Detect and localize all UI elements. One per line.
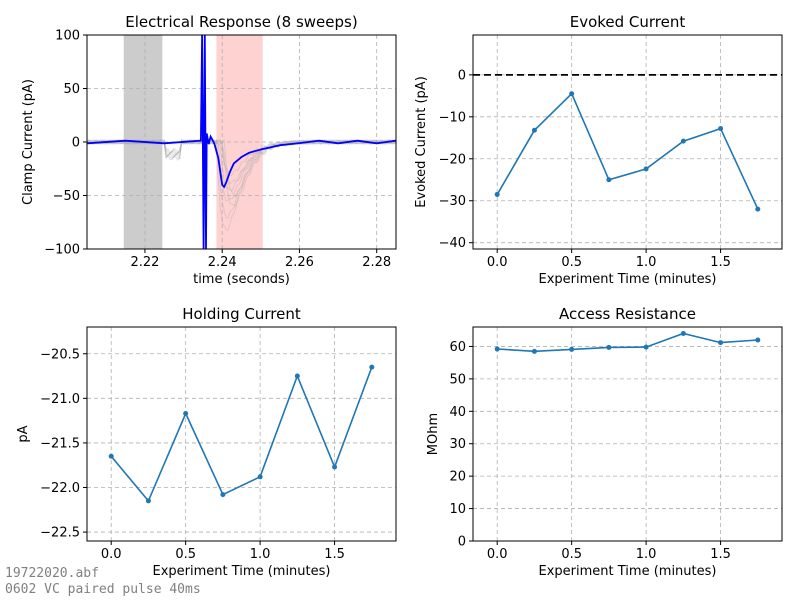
chart-title: Holding Current: [182, 305, 301, 323]
plot-area: [87, 327, 396, 541]
y-tick-label: 50: [63, 82, 80, 97]
y-tick-label: −40: [439, 236, 466, 251]
y-tick-label: 100: [55, 29, 80, 44]
sweep-trace: [87, 138, 396, 231]
data-point: [220, 492, 226, 498]
x-tick-label: 1.5: [710, 547, 731, 562]
y-tick-label: 10: [449, 502, 466, 517]
sweep-trace: [87, 138, 396, 198]
series-line: [497, 332, 758, 353]
y-tick-label: −21.5: [40, 436, 80, 451]
y-tick-label: 50: [449, 372, 466, 387]
plot-area: [473, 327, 782, 541]
panel-evoked-current: 0.0 0.5 1.0 1.5 −40 −30 −20 −10 0 Evoked Current E…: [414, 13, 783, 287]
footer-protocol: 0602 VC paired pulse 40ms: [5, 582, 201, 597]
x-tick-label: 1.5: [710, 255, 731, 270]
x-tick-label: 2.22: [130, 255, 159, 270]
series-line: [110, 366, 373, 503]
y-tick-label: −10: [439, 110, 466, 125]
y-axis-label: Evoked Current (pA): [414, 76, 429, 208]
x-tick-label: 0.5: [175, 547, 196, 562]
y-tick-label: −21.0: [40, 392, 80, 407]
chart-title: Evoked Current: [570, 13, 686, 31]
data-point: [369, 364, 375, 370]
panel-holding-current: 0.0 0.5 1.0 1.5 −22.5 −22.0 −21.5 −21.0 −20.5 Hol…: [16, 305, 397, 579]
x-tick-label: 2.28: [362, 255, 391, 270]
data-point: [108, 453, 114, 459]
y-tick-label: 30: [449, 437, 466, 452]
data-point: [569, 91, 575, 97]
x-tick-label: 1.0: [636, 547, 657, 562]
data-point: [257, 474, 263, 480]
data-point: [755, 206, 761, 212]
y-tick-label: −50: [53, 189, 80, 204]
y-tick-label: −30: [439, 194, 466, 209]
axes-frame: [86, 326, 397, 542]
x-tick-label: 0.0: [487, 255, 508, 270]
y-tick-label: 0: [458, 68, 466, 83]
data-point: [606, 344, 612, 350]
data-point: [531, 127, 537, 133]
y-axis-label: pA: [16, 425, 31, 442]
chart-title: Electrical Response (8 sweeps): [125, 13, 357, 31]
x-axis-label: Experiment Time (minutes): [539, 272, 717, 287]
y-axis-label: Clamp Current (pA): [21, 79, 36, 205]
x-axis-label: Experiment Time (minutes): [539, 564, 717, 579]
sweep-trace: [87, 139, 396, 185]
x-tick-label: 0.0: [487, 547, 508, 562]
average-trace: [87, 35, 396, 249]
data-point: [680, 330, 686, 336]
data-point: [718, 340, 724, 346]
data-point: [643, 344, 649, 350]
x-tick-label: 0.5: [561, 255, 582, 270]
y-tick-label: −20.5: [40, 347, 80, 362]
y-tick-label: 0: [72, 136, 80, 151]
data-point: [531, 348, 537, 354]
plot-area: [87, 35, 396, 249]
data-point: [183, 410, 189, 416]
panel-access-resistance: 0.0 0.5 1.0 1.5 0 10 20 30 40 50 60 Access Resistan…: [426, 305, 783, 579]
axes-frame: [472, 326, 783, 542]
x-tick-label: 2.24: [208, 255, 237, 270]
y-tick-label: 0: [458, 535, 466, 550]
x-tick-label: 0.0: [101, 547, 122, 562]
axes-frame: [472, 34, 783, 250]
x-tick-label: 1.0: [636, 255, 657, 270]
footer-filename: 19722020.abf: [5, 566, 99, 581]
y-tick-label: 60: [449, 340, 466, 355]
y-tick-label: 40: [449, 405, 466, 420]
x-tick-label: 2.26: [285, 255, 314, 270]
y-tick-label: −20: [439, 152, 466, 167]
y-tick-label: 20: [449, 470, 466, 485]
data-point: [606, 177, 612, 183]
panel-electrical-response: 2.22 2.24 2.26 2.28 −100 −50 0 50 100 Electrical …: [21, 13, 397, 287]
x-axis-label: Experiment Time (minutes): [153, 564, 331, 579]
data-point: [332, 464, 338, 470]
y-tick-label: −22.0: [40, 481, 80, 496]
data-point: [643, 166, 649, 172]
data-point: [569, 346, 575, 352]
series-line: [496, 92, 759, 210]
chart-title: Access Resistance: [559, 305, 696, 323]
x-axis-label: time (seconds): [193, 272, 290, 287]
x-tick-label: 1.0: [250, 547, 271, 562]
data-point: [494, 346, 500, 352]
x-tick-label: 0.5: [561, 547, 582, 562]
data-point: [680, 138, 686, 144]
data-point: [294, 373, 300, 379]
plot-area: [473, 35, 782, 249]
data-point: [494, 191, 500, 197]
data-point: [145, 498, 151, 504]
data-point: [755, 337, 761, 343]
y-tick-label: −22.5: [40, 526, 80, 541]
y-axis-label: MOhm: [426, 413, 441, 455]
data-point: [718, 126, 724, 132]
x-tick-label: 1.5: [324, 547, 345, 562]
y-tick-label: −100: [44, 243, 80, 258]
